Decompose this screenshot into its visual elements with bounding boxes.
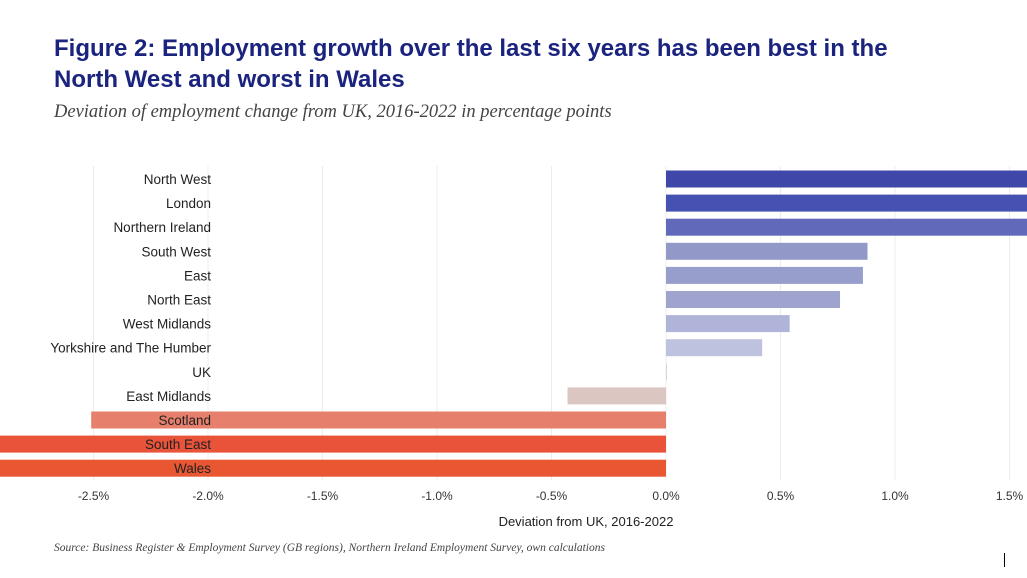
x-axis-label: Deviation from UK, 2016-2022 bbox=[499, 514, 674, 529]
x-tick-labels: -3.5%-3.0%-2.5%-2.0%-1.5%-1.0%-0.5%0.0%0… bbox=[78, 489, 1024, 503]
x-tick-label: -1.5% bbox=[307, 489, 339, 503]
bar-south-west bbox=[666, 242, 868, 260]
bar-uk bbox=[666, 363, 667, 381]
bar-east-midlands bbox=[567, 387, 666, 405]
x-tick-label: -0.5% bbox=[536, 489, 568, 503]
bar-london bbox=[666, 194, 1027, 212]
category-label: West Midlands bbox=[123, 317, 212, 332]
category-label: UK bbox=[192, 365, 211, 380]
bar-wales bbox=[0, 459, 667, 477]
category-label: Yorkshire and The Humber bbox=[50, 341, 211, 356]
bar-yorkshire-and-the-humber bbox=[666, 339, 763, 357]
category-label: Northern Ireland bbox=[113, 220, 211, 235]
category-label: East Midlands bbox=[126, 389, 211, 404]
x-tick-label: 0.5% bbox=[767, 489, 795, 503]
x-tick-label: -1.0% bbox=[421, 489, 453, 503]
bar-north-east bbox=[666, 291, 841, 308]
x-tick-label: -2.5% bbox=[78, 489, 110, 503]
chart-title: Figure 2: Employment growth over the las… bbox=[54, 35, 888, 93]
bar-south-east bbox=[0, 435, 667, 453]
x-tick-label: 1.0% bbox=[881, 489, 909, 503]
text-cursor bbox=[1004, 553, 1005, 567]
category-label: North East bbox=[147, 293, 211, 308]
category-label: Scotland bbox=[158, 413, 211, 428]
source-note: Source: Business Register & Employment S… bbox=[54, 542, 605, 554]
bar-scotland bbox=[91, 411, 666, 429]
category-label: Wales bbox=[174, 461, 211, 476]
category-labels: North West London Northern Ireland South We… bbox=[50, 172, 211, 476]
x-tick-label: -2.0% bbox=[192, 489, 224, 503]
category-label: North West bbox=[144, 172, 212, 187]
bar-north-west bbox=[666, 170, 1027, 188]
category-label: South East bbox=[145, 437, 211, 452]
bars bbox=[0, 170, 1027, 477]
category-label: London bbox=[166, 196, 211, 211]
chart-subtitle: Deviation of employment change from UK, … bbox=[54, 102, 612, 122]
bar-northern-ireland bbox=[666, 218, 1027, 236]
x-tick-label: 1.5% bbox=[996, 489, 1024, 503]
bar-east bbox=[666, 266, 863, 284]
x-tick-label: 0.0% bbox=[652, 489, 680, 503]
bar-west-midlands bbox=[666, 315, 790, 333]
category-label: South West bbox=[141, 244, 211, 259]
category-label: East bbox=[184, 268, 211, 283]
